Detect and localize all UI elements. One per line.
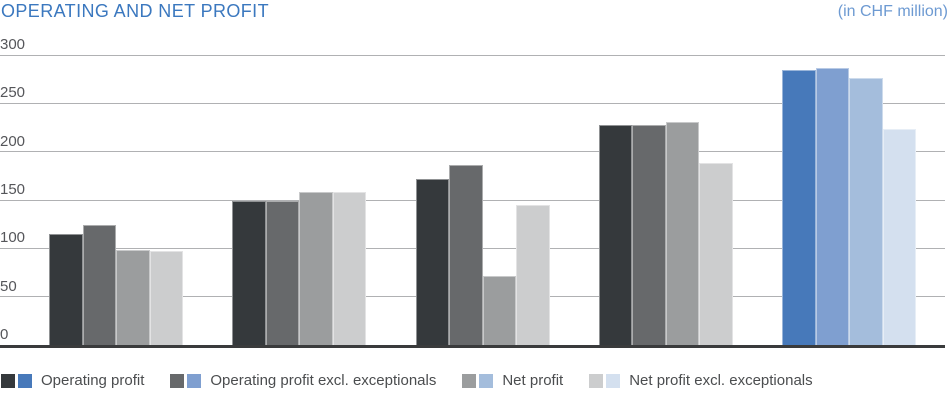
legend-item-operating-profit: Operating profit [1, 372, 144, 389]
chart-title: OPERATING AND NET PROFIT [1, 1, 269, 21]
unit-label: (in CHF million) [837, 3, 948, 20]
bar-group5-net-profit-excl-exceptionals [882, 129, 916, 345]
bar-group1-operating-profit-excl-exceptionals [82, 225, 116, 345]
bar-group5-operating-profit-excl-exceptionals [815, 67, 849, 345]
legend-swatch-blue-icon [479, 373, 494, 388]
y-axis-tick-label-50: 50 [0, 277, 17, 295]
bar-group2-net-profit [299, 192, 333, 345]
legend-swatch-gray-icon [170, 373, 185, 388]
bar-group2-net-profit-excl-exceptionals [332, 192, 367, 345]
legend-item-net-profit: Net profit [462, 372, 563, 389]
legend-item-operating-profit-excl-exceptionals: Operating profit excl. exceptionals [170, 372, 436, 389]
legend-swatch-blue-icon [187, 373, 202, 388]
legend: Operating profit Operating profit excl. e… [1, 372, 813, 389]
legend-label: Operating profit excl. exceptionals [210, 372, 437, 389]
bar-group1-net-profit [116, 250, 150, 345]
legend-swatch-gray-icon [1, 373, 15, 388]
legend-swatch-blue-icon [18, 373, 32, 388]
legend-swatch-blue-icon [606, 373, 621, 388]
legend-swatch-gray-icon [589, 373, 604, 388]
legend-swatch-gray-icon [462, 373, 477, 388]
bar-group4-net-profit [665, 121, 700, 345]
y-axis-tick-label-150: 150 [0, 181, 26, 198]
bar-group1-operating-profit [49, 233, 83, 345]
y-axis-tick-label-250: 250 [0, 84, 26, 102]
legend-label: Operating profit [41, 372, 145, 389]
legend-label: Net profit [502, 372, 564, 389]
bar-group1-net-profit-excl-exceptionals [149, 251, 183, 345]
gridline-200 [0, 151, 945, 153]
y-axis-tick-label-100: 100 [0, 229, 26, 247]
bar-group4-operating-profit [598, 124, 633, 345]
bar-group2-operating-profit [232, 200, 266, 345]
y-axis-tick-label-200: 200 [0, 132, 26, 150]
bar-group3-operating-profit [415, 178, 449, 345]
y-axis-tick-label-300: 300 [0, 36, 26, 53]
x-axis-baseline [0, 345, 945, 348]
y-axis-tick-label-0: 0 [0, 326, 9, 343]
bar-group5-operating-profit [782, 70, 816, 345]
bar-group3-operating-profit-excl-exceptionals [449, 165, 483, 345]
legend-label: Net profit excl. exceptionals [629, 372, 813, 389]
bar-group3-net-profit-excl-exceptionals [516, 204, 550, 345]
bar-group3-net-profit [482, 276, 516, 345]
bar-group5-net-profit [849, 78, 883, 345]
legend-item-net-profit-excl-exceptionals: Net profit excl. exceptionals [589, 372, 813, 389]
bar-group4-operating-profit-excl-exceptionals [632, 124, 666, 345]
bar-group2-operating-profit-excl-exceptionals [265, 200, 300, 345]
bar-group4-net-profit-excl-exceptionals [699, 163, 733, 345]
gridline-250 [0, 102, 945, 104]
gridline-300 [0, 54, 945, 56]
